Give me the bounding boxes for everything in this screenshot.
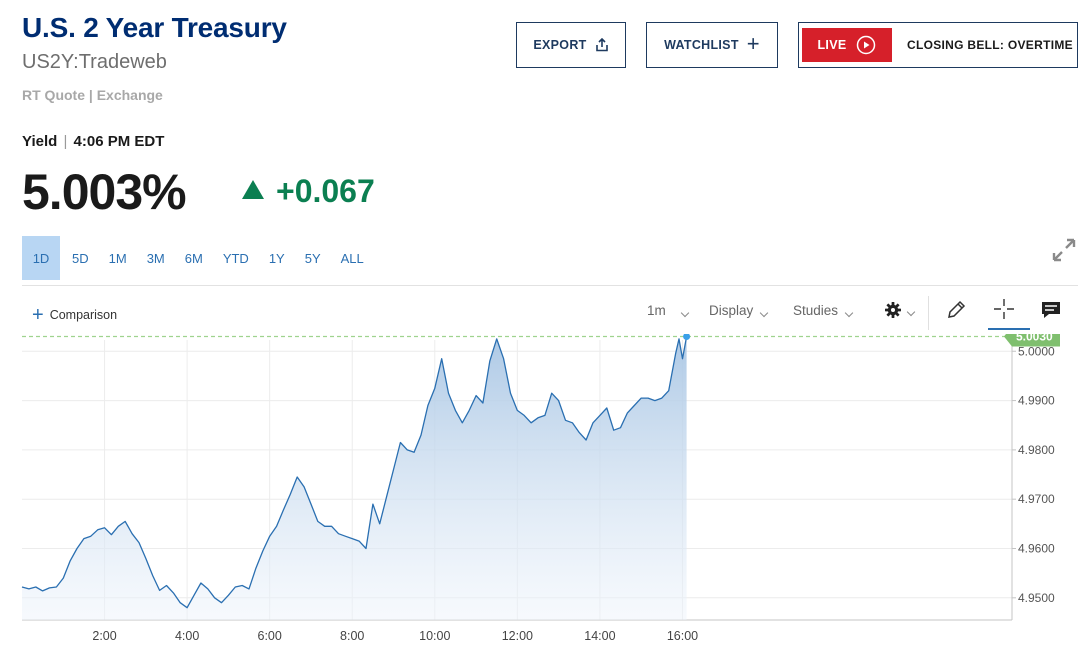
gear-icon xyxy=(885,302,901,318)
up-arrow-icon xyxy=(242,180,264,199)
live-button[interactable]: LIVE CLOSING BELL: OVERTIME xyxy=(798,22,1078,68)
studies-dropdown[interactable]: Studies xyxy=(793,303,854,318)
tab-5d[interactable]: 5D xyxy=(72,250,89,266)
comment-icon[interactable] xyxy=(1040,300,1062,320)
chevron-down-icon xyxy=(906,307,916,317)
x-tick-label: 16:00 xyxy=(667,629,698,643)
interval-dropdown[interactable]: 1m xyxy=(647,303,690,318)
x-tick-label: 8:00 xyxy=(340,629,364,643)
x-tick-label: 4:00 xyxy=(175,629,199,643)
comparison-button[interactable]: + Comparison xyxy=(32,305,117,325)
tab-ytd[interactable]: YTD xyxy=(222,250,249,266)
plus-icon: + xyxy=(746,31,760,56)
y-tick-label: 4.9700 xyxy=(1018,492,1055,506)
toolbar-divider xyxy=(928,296,929,330)
tab-3m[interactable]: 3M xyxy=(146,250,165,266)
share-icon xyxy=(595,38,608,52)
chevron-down-icon xyxy=(760,308,769,317)
price-change: +0.067 xyxy=(276,173,375,209)
x-tick-label: 6:00 xyxy=(258,629,282,643)
y-tick-label: 4.9800 xyxy=(1018,443,1055,457)
divider xyxy=(22,285,1078,286)
chevron-down-icon xyxy=(680,308,690,317)
settings-dropdown[interactable] xyxy=(884,301,916,319)
range-tabs: 1D 5D 1M 3M 6M YTD 1Y 5Y ALL xyxy=(22,236,374,280)
page-title: U.S. 2 Year Treasury xyxy=(22,12,287,43)
yield-text: Yield xyxy=(22,133,58,150)
active-tool-indicator xyxy=(988,328,1030,330)
y-tick-label: 4.9900 xyxy=(1018,394,1055,408)
x-tick-label: 10:00 xyxy=(419,629,450,643)
last-price: 5.003% xyxy=(22,164,187,220)
quote-label: Yield | 4:06 PM EDT xyxy=(22,133,164,150)
tab-1m[interactable]: 1M xyxy=(108,250,127,266)
symbol-label: US2Y:Tradeweb xyxy=(22,51,167,73)
x-tick-label: 2:00 xyxy=(92,629,116,643)
quote-separator: | xyxy=(63,133,68,150)
chevron-down-icon xyxy=(844,308,854,317)
last-price-tag xyxy=(1004,334,1060,347)
export-label: EXPORT xyxy=(533,38,587,52)
last-point xyxy=(683,334,691,340)
pencil-icon[interactable] xyxy=(945,299,967,321)
live-label: LIVE xyxy=(817,38,847,52)
display-dropdown[interactable]: Display xyxy=(709,303,769,318)
interval-value: 1m xyxy=(647,303,666,318)
last-price-tag-label: 5.0030 xyxy=(1016,334,1053,343)
y-tick-label: 4.9600 xyxy=(1018,542,1055,556)
display-label: Display xyxy=(709,303,754,318)
watchlist-button[interactable]: WATCHLIST + xyxy=(646,22,778,68)
tab-1y[interactable]: 1Y xyxy=(268,250,285,266)
chart-canvas[interactable]: 4.9500 4.9600 4.9700 4.9800 4.9900 5.0000 2:00… xyxy=(0,334,1078,652)
live-show-label: CLOSING BELL: OVERTIME xyxy=(907,38,1073,52)
plus-icon: + xyxy=(32,304,44,326)
x-tick-label: 14:00 xyxy=(584,629,615,643)
y-tick-label: 4.9500 xyxy=(1018,591,1055,605)
tab-1d[interactable]: 1D xyxy=(22,236,60,280)
quote-time: 4:06 PM EDT xyxy=(73,133,165,150)
y-tick-label: 5.0000 xyxy=(1018,344,1055,358)
x-tick-label: 12:00 xyxy=(502,629,533,643)
tab-all[interactable]: ALL xyxy=(340,250,364,266)
play-icon xyxy=(857,35,876,55)
tab-5y[interactable]: 5Y xyxy=(304,250,321,266)
studies-label: Studies xyxy=(793,303,839,318)
watchlist-label: WATCHLIST xyxy=(664,38,739,52)
export-button[interactable]: EXPORT xyxy=(516,22,626,68)
quote-source: RT Quote | Exchange xyxy=(22,87,163,103)
series-line xyxy=(21,336,688,609)
price-chart[interactable]: 4.9500 4.9600 4.9700 4.9800 4.9900 5.0000 2:00… xyxy=(0,334,1078,652)
expand-icon[interactable] xyxy=(1050,236,1078,264)
series-area xyxy=(22,336,687,620)
live-tag: LIVE xyxy=(802,28,892,62)
crosshair-icon[interactable] xyxy=(993,298,1015,320)
tab-6m[interactable]: 6M xyxy=(184,250,203,266)
comparison-label: Comparison xyxy=(49,308,118,322)
